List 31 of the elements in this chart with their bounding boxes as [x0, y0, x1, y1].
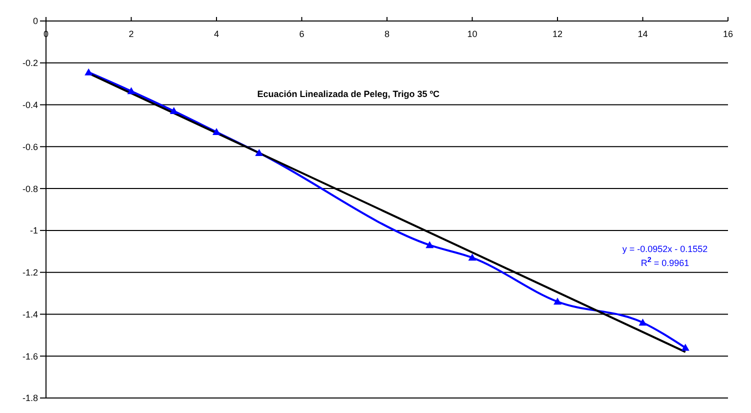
point — [426, 241, 434, 248]
y-tick-label: -0.2 — [22, 58, 38, 68]
x-tick-label: 12 — [552, 29, 563, 39]
point — [638, 318, 647, 326]
y-tick-label: 0 — [32, 16, 38, 26]
point — [170, 107, 178, 114]
text: Ecuación Linealizada de Peleg, Trigo 35 ºC — [257, 89, 440, 99]
point — [127, 87, 136, 94]
point — [212, 128, 220, 136]
x-tick-label: 6 — [299, 29, 304, 39]
point — [681, 344, 690, 351]
x-tick-label: 10 — [467, 29, 478, 39]
y-tick-label: -0.8 — [22, 184, 38, 194]
y-tick-label: -1 — [30, 226, 38, 236]
y-tick-label: -1.2 — [22, 268, 38, 278]
annotation: R$^{2}$ = 0.9961 — [640, 254, 690, 268]
y-tick-label: -0.6 — [22, 142, 38, 152]
y-tick-label: -1.6 — [22, 351, 38, 362]
point — [255, 148, 264, 156]
x-tick-label: 2 — [128, 29, 134, 39]
annotation: y = -0.0952x - 0.1552 — [622, 244, 708, 254]
x-tick-label: 14 — [638, 29, 648, 39]
x-tick-label: 4 — [214, 29, 220, 39]
y-tick-label: -0.4 — [22, 100, 38, 110]
x-tick-label: 8 — [384, 29, 390, 39]
point — [468, 254, 476, 261]
x-tick-label: 16 — [722, 29, 734, 39]
y-tick-label: -1.8 — [22, 393, 38, 404]
point — [84, 68, 93, 76]
point — [554, 298, 562, 305]
y-tick-label: -1.4 — [22, 309, 38, 320]
